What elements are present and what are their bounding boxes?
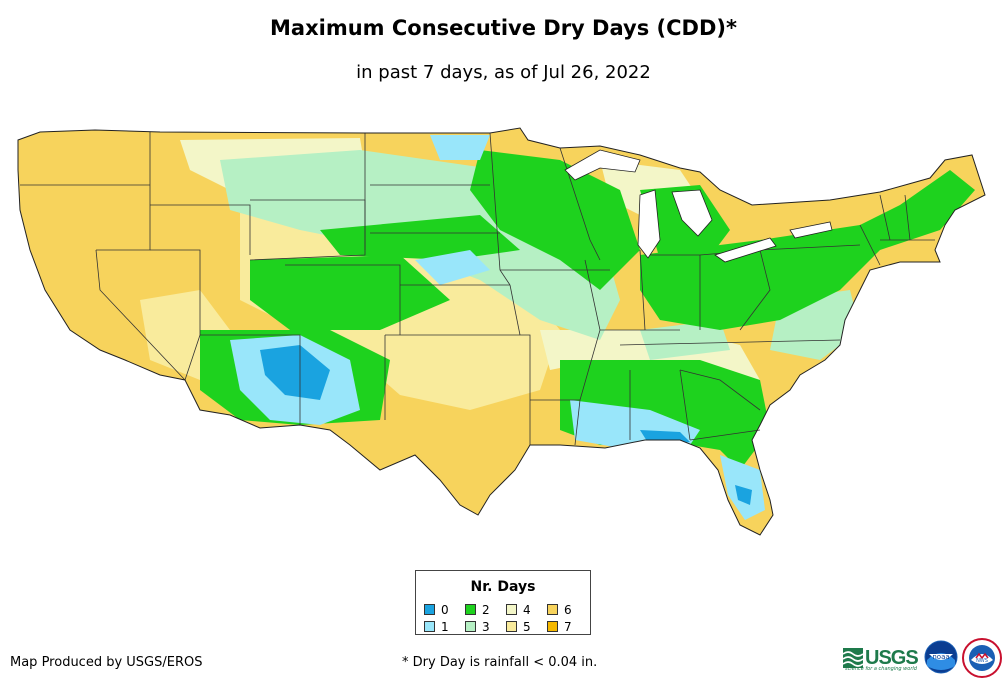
- legend-title: Nr. Days: [470, 579, 536, 595]
- patch-2-days: [640, 170, 975, 330]
- legend-swatch: [506, 621, 517, 632]
- legend-item: 6: [547, 602, 588, 617]
- patch-2-days: [320, 215, 520, 260]
- legend-swatch: [424, 621, 435, 632]
- legend-label: 3: [482, 619, 490, 634]
- cdd-map: [17, 127, 986, 536]
- legend-label: 1: [441, 619, 449, 634]
- legend-item: 7: [547, 619, 588, 634]
- nws-logo: NWS: [962, 638, 1002, 678]
- legend: Nr. Days 0 2 4 6 1 3 5 7: [415, 570, 591, 635]
- patch-1-day: [415, 250, 490, 285]
- legend-label: 4: [523, 602, 531, 617]
- lake-erie: [714, 237, 777, 263]
- usgs-wave-icon: [843, 648, 863, 668]
- state-borders: [20, 132, 935, 446]
- legend-swatch: [465, 621, 476, 632]
- legend-swatch: [547, 621, 558, 632]
- usgs-tagline: science for a changing world: [845, 666, 917, 672]
- legend-grid: 0 2 4 6 1 3 5 7: [424, 602, 589, 634]
- svg-text:NWS: NWS: [976, 658, 988, 664]
- patch-1-day: [430, 135, 490, 160]
- patch-0-days: [260, 345, 330, 400]
- legend-item: 2: [465, 602, 506, 617]
- legend-label: 7: [564, 619, 572, 634]
- map-credit: Map Produced by USGS/EROS: [10, 655, 203, 670]
- lake-superior: [564, 149, 641, 181]
- lake-ontario: [789, 221, 833, 239]
- legend-label: 2: [482, 602, 490, 617]
- usgs-logo: USGS: [843, 643, 921, 673]
- usgs-wordmark: USGS: [865, 646, 919, 669]
- lake-huron: [671, 189, 713, 237]
- map-subtitle: in past 7 days, as of Jul 26, 2022: [356, 62, 651, 83]
- svg-text:noaa: noaa: [932, 653, 949, 661]
- legend-label: 0: [441, 602, 449, 617]
- lake-michigan: [637, 189, 661, 259]
- noaa-logo: noaa: [924, 640, 958, 674]
- legend-label: 6: [564, 602, 572, 617]
- legend-item: 0: [424, 602, 465, 617]
- legend-item: 1: [424, 619, 465, 634]
- dry-day-patches: [140, 135, 975, 520]
- dry-day-footnote: * Dry Day is rainfall < 0.04 in.: [402, 655, 598, 670]
- legend-swatch: [547, 604, 558, 615]
- legend-swatch: [506, 604, 517, 615]
- great-lakes: [564, 149, 833, 263]
- map-title: Maximum Consecutive Dry Days (CDD)*: [270, 16, 737, 40]
- country-outline: [17, 127, 986, 536]
- legend-item: 5: [506, 619, 547, 634]
- legend-item: 4: [506, 602, 547, 617]
- legend-label: 5: [523, 619, 531, 634]
- legend-item: 3: [465, 619, 506, 634]
- legend-swatch: [424, 604, 435, 615]
- legend-swatch: [465, 604, 476, 615]
- patch-0-days: [735, 485, 752, 505]
